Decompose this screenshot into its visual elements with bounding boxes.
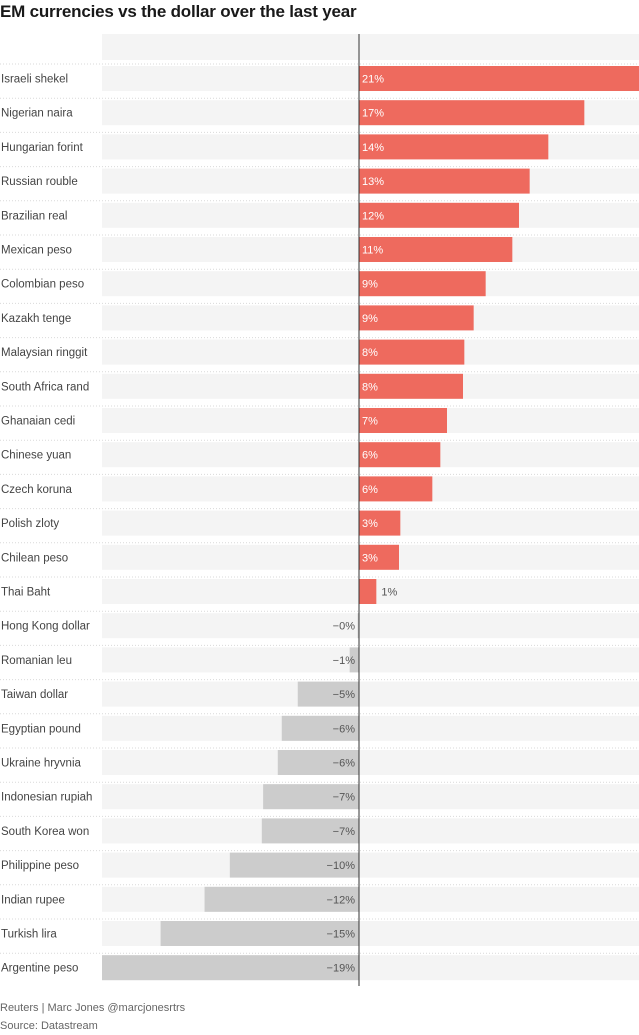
data-label: −7% [333,826,356,838]
category-label: South Africa rand [1,381,89,393]
bar [359,305,474,331]
row-track [102,784,639,810]
bar [359,168,530,194]
data-label: −12% [327,894,356,906]
category-label: Ghanaian cedi [1,416,75,428]
category-label: Israeli shekel [1,74,68,86]
data-label: 11% [362,245,383,257]
bar [297,681,359,707]
bar [359,408,447,433]
bar [261,818,359,844]
data-label: 21% [362,74,384,86]
category-label: Malaysian ringgit [1,347,88,359]
bar [160,921,359,946]
category-label: Colombian peso [1,279,84,291]
category-label: Thai Baht [1,587,51,599]
category-label: Chilean peso [1,552,68,564]
category-label: Indonesian rupiah [1,792,92,804]
bar [359,339,465,365]
bar [359,66,639,91]
category-label: Argentine peso [1,963,78,975]
category-label: Taiwan dollar [1,689,68,701]
bar [359,510,401,536]
category-label: Turkish lira [1,929,57,941]
row-track [102,681,639,707]
category-label: Philippine peso [1,860,79,872]
data-label: −15% [327,929,356,941]
data-label: 17% [362,108,384,120]
category-label: Brazilian real [1,210,67,222]
data-label: 3% [362,518,378,530]
category-label: Hungarian forint [1,142,84,154]
category-label: Polish zloty [1,518,59,530]
data-label: 12% [362,210,384,222]
row-track [102,613,639,639]
credit-line: Reuters | Marc Jones @marcjonesrtrs [0,1002,186,1014]
row-track [102,818,639,844]
category-label: Kazakh tenge [1,313,71,325]
bar [359,134,549,160]
category-label: Nigerian naira [1,108,73,120]
data-label: 8% [362,381,378,393]
data-label: −6% [333,758,356,770]
data-label: 9% [362,279,378,291]
row-track [102,647,639,673]
bar [204,886,359,912]
category-label: Egyptian pound [1,723,81,735]
row-track [102,750,639,775]
data-label: −6% [333,723,356,735]
bar [357,613,359,639]
row-track [102,852,639,878]
category-label: Romanian leu [1,655,72,667]
data-label: 6% [362,450,378,462]
bar [359,579,377,604]
data-label: −5% [333,689,356,701]
data-label: −7% [333,792,356,804]
header-track [102,34,639,60]
data-label: −1% [333,655,356,667]
category-label: South Korea won [1,826,89,838]
bar [263,784,359,810]
bar [359,476,433,502]
category-label: Russian rouble [1,176,78,188]
bar [229,852,359,878]
bar [359,442,441,468]
category-label: Chinese yuan [1,450,71,462]
bar-chart: Israeli shekel 21% Nigerian naira 17% Hungar… [0,34,639,986]
bar [359,544,399,570]
bar [359,271,486,297]
source-line: Source: Datastream [0,1020,98,1032]
bar [359,237,513,262]
bar [359,100,585,126]
chart-title: EM currencies vs the dollar over the las… [0,2,357,21]
data-label: −19% [327,963,356,975]
category-label: Ukraine hryvnia [1,758,81,770]
bar [359,202,519,228]
data-label: 13% [362,176,384,188]
category-label: Czech koruna [1,484,73,496]
row-track [102,715,639,741]
category-label: Hong Kong dollar [1,621,90,633]
data-label: 1% [381,587,397,599]
data-label: 9% [362,313,378,325]
category-label: Indian rupee [1,894,65,906]
data-label: −0% [333,621,356,633]
bar [349,647,359,673]
bar [281,715,359,741]
data-label: 14% [362,142,384,154]
data-label: 3% [362,552,378,564]
bar [102,955,359,981]
data-label: 6% [362,484,378,496]
category-label: Mexican peso [1,245,72,257]
data-label: 7% [362,416,378,428]
data-label: 8% [362,347,378,359]
data-label: −10% [327,860,356,872]
row-track [102,886,639,912]
bar [277,750,359,775]
bar [359,373,463,399]
